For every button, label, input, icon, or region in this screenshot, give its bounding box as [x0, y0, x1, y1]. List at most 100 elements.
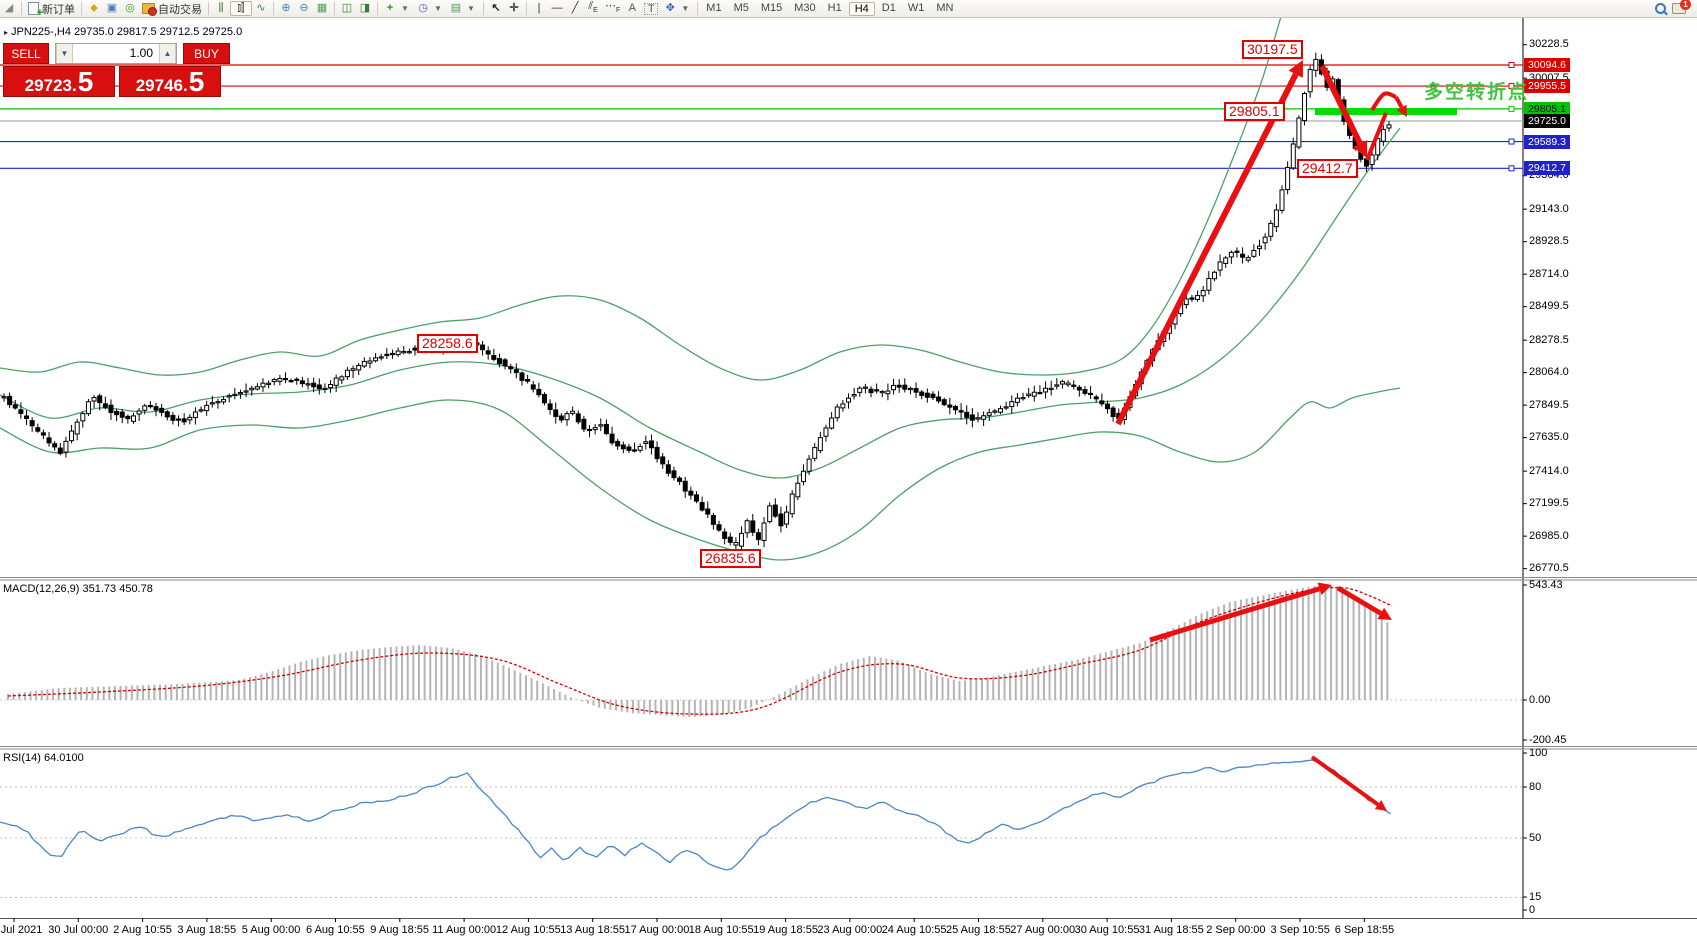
new-order-button[interactable]: 新订单	[25, 1, 78, 19]
price-annotation-box[interactable]: 26835.6	[700, 549, 761, 568]
timeframe-m15[interactable]: M15	[760, 1, 783, 14]
chart-shift-button[interactable]: ◨	[356, 1, 374, 16]
auto-trading-button[interactable]: 自动交易	[139, 1, 205, 16]
search-button[interactable]	[1652, 1, 1669, 16]
green-highlight-segment[interactable]	[1315, 108, 1457, 115]
object-marker-icon: ▸	[4, 28, 9, 37]
macd-scale-label: 0.00	[1529, 693, 1551, 706]
time-axis-label: 12 Aug 10:55	[495, 924, 561, 936]
price-tick-label: 27849.5	[1529, 398, 1569, 411]
time-axis-label: 27 Aug 00:00	[1010, 924, 1076, 936]
channel-button[interactable]: ⫽E	[584, 0, 602, 16]
crosshair-button[interactable]: ✛	[505, 1, 523, 16]
hook-arrow-curve[interactable]	[1370, 91, 1397, 112]
volume-increase-button[interactable]: ▲	[159, 44, 176, 63]
fibonacci-button[interactable]: ⋯F	[602, 0, 623, 16]
trendline-button[interactable]: ╱	[566, 1, 584, 16]
time-axis-label: 24 Aug 10:55	[881, 924, 947, 936]
signal-button[interactable]: ◎	[121, 1, 139, 16]
timeframe-h4[interactable]: H4	[848, 1, 875, 16]
arrows-button[interactable]: ✥ ▼	[661, 1, 694, 16]
turning-point-note[interactable]: 多空转折点	[1424, 82, 1530, 103]
price-trend-arrow-1[interactable]	[1115, 60, 1303, 426]
main-toolbar: ◢ 新订单 ⬥ ▣ ◎ 自动交易 ⫼ ⫾⫿ ∿ ⊕ ⊖ ▦ ◫ ◨ +▼ ◷▼ …	[0, 0, 1697, 19]
timeframe-h1[interactable]: H1	[827, 1, 842, 14]
zoom-in-button[interactable]: ⊕	[277, 1, 295, 16]
price-tick-label: 28278.5	[1529, 333, 1569, 346]
timeframe-m30[interactable]: M30	[794, 1, 816, 14]
macd-trend-arrow-1[interactable]	[1149, 582, 1332, 643]
time-axis-label: 30 Aug 10:55	[1074, 924, 1140, 936]
horizontal-line-button[interactable]: —	[548, 1, 566, 16]
line-chart-button[interactable]: ∿	[252, 1, 270, 16]
volume-decrease-button[interactable]: ▼	[56, 44, 73, 63]
zoom-in-icon: ⊕	[281, 2, 291, 14]
price-trend-arrow-3[interactable]	[1365, 112, 1388, 161]
macd-trend-arrow-2[interactable]	[1336, 585, 1392, 620]
time-axis-label: 3 Aug 18:55	[177, 924, 237, 936]
rsi-label: RSI(14) 64.0100	[3, 752, 84, 764]
price-annotation-box[interactable]: 29805.1	[1224, 102, 1285, 121]
auto-scroll-button[interactable]: ◫	[338, 1, 356, 16]
time-axis-label: 5 Aug 00:00	[241, 924, 301, 936]
volume-input[interactable]: 1.00	[129, 46, 153, 60]
crosshair-icon: ✛	[509, 2, 519, 14]
price-annotation-box[interactable]: 30197.5	[1242, 40, 1303, 59]
chevron-down-icon: ▼	[467, 4, 475, 13]
rsi-scale-label: 80	[1529, 780, 1542, 793]
bar-chart-button[interactable]: ⫼	[212, 1, 230, 16]
time-axis-label: 11 Aug 00:00	[432, 924, 497, 936]
trendline-icon: ╱	[571, 2, 579, 14]
time-axis-label: 18 Aug 10:55	[688, 924, 754, 936]
terminal-button[interactable]: ▣	[103, 1, 121, 16]
indicators-icon: +	[386, 2, 394, 14]
sell-button[interactable]: SELL	[3, 43, 49, 64]
vertical-line-button[interactable]: |	[530, 1, 548, 16]
search-icon	[1655, 3, 1666, 14]
time-axis-label: 2 Sep 00:00	[1206, 924, 1266, 936]
price-tick-label: 26985.0	[1529, 529, 1569, 542]
tile-windows-button[interactable]: ▦	[313, 1, 331, 16]
time-axis-label: 9 Aug 18:55	[370, 924, 430, 936]
indicators-button[interactable]: + ▼	[381, 1, 414, 16]
tile-windows-icon: ▦	[316, 2, 328, 14]
cursor-button[interactable]: ↖	[487, 1, 505, 16]
bollinger-upper	[0, 17, 1282, 381]
buy-button[interactable]: BUY	[183, 43, 230, 64]
template-icon: ▤	[450, 2, 462, 14]
rsi-trend-arrow[interactable]	[1310, 755, 1387, 811]
timeframe-mn[interactable]: MN	[936, 1, 954, 14]
candlestick-chart-button[interactable]: ⫾⫿	[230, 1, 252, 16]
timeframe-d1[interactable]: D1	[881, 1, 896, 14]
rsi-scale-label: 15	[1529, 890, 1542, 903]
sell-price-display[interactable]: 29723. 5	[3, 66, 115, 97]
price-tick-label: 27414.0	[1529, 464, 1569, 477]
price-trend-arrow-2[interactable]	[1319, 64, 1368, 158]
price-annotation-box[interactable]: 29412.7	[1297, 159, 1358, 178]
timeframe-m5[interactable]: M5	[733, 1, 749, 14]
arrow-objects-icon: ✥	[665, 2, 675, 14]
time-axis-label: 6 Aug 10:55	[306, 924, 365, 936]
pane-frames	[0, 17, 1697, 922]
text-button[interactable]: A	[623, 1, 641, 16]
price-annotation-box[interactable]: 28258.6	[417, 334, 478, 353]
hook-arrow-head[interactable]	[1394, 96, 1407, 117]
notifications-button[interactable]: 1	[1669, 0, 1691, 16]
time-axis-label: 2 Aug 10:55	[113, 924, 172, 936]
price-tick-label: 28928.5	[1529, 235, 1569, 248]
time-axis-label: 3 Sep 10:55	[1270, 924, 1330, 936]
zoom-out-button[interactable]: ⊖	[295, 1, 313, 16]
timeframe-m1[interactable]: M1	[706, 1, 722, 14]
clipped-toolbar-icon[interactable]: ◢	[4, 2, 14, 14]
periods-button[interactable]: ◷ ▼	[414, 1, 447, 16]
macd-scale-label: -200.45	[1529, 733, 1567, 746]
buy-price-display[interactable]: 29746. 5	[119, 66, 221, 97]
text-label-button[interactable]: T	[641, 1, 661, 16]
time-axis-label: 23 Aug 00:00	[817, 924, 883, 936]
market-watch-button[interactable]: ⬥	[85, 1, 103, 16]
macd-signal-line	[7, 586, 1393, 715]
templates-button[interactable]: ▤ ▼	[447, 1, 480, 16]
timeframe-w1[interactable]: W1	[907, 1, 925, 14]
